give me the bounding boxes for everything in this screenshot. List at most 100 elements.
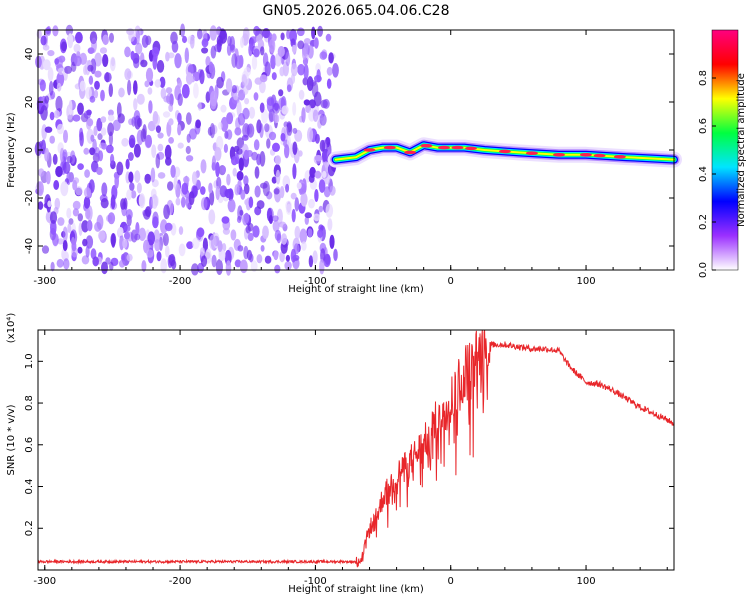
noise-blob — [270, 54, 276, 70]
noise-blob — [249, 38, 255, 52]
noise-blob — [177, 124, 182, 136]
noise-blob — [67, 33, 74, 49]
x-tick-label: 100 — [576, 276, 595, 287]
noise-blob — [308, 174, 315, 183]
spectrogram-x-ticks: -300 -200 -100 0 100 — [33, 30, 668, 287]
noise-blob — [74, 55, 82, 67]
x-tick-label: -300 — [33, 276, 56, 287]
noise-blob — [274, 264, 281, 274]
colorbar-tick-label: 0.0 — [698, 262, 709, 278]
noise-blob — [260, 245, 265, 252]
noise-blob — [231, 85, 238, 94]
noise-blob — [291, 208, 296, 223]
noise-blob — [144, 80, 150, 88]
noise-blob — [201, 38, 209, 48]
noise-blob — [44, 147, 50, 162]
noise-blob — [243, 175, 249, 186]
noise-blob — [225, 78, 233, 93]
noise-blob — [318, 179, 326, 193]
noise-blob — [38, 168, 45, 177]
noise-blob — [200, 159, 207, 174]
y-tick-label: 0.2 — [24, 520, 35, 536]
x-tick-label: 100 — [576, 576, 595, 587]
noise-blob — [233, 92, 239, 101]
noise-blob — [155, 125, 161, 133]
noise-blob — [37, 201, 44, 210]
noise-blob — [45, 170, 51, 185]
noise-blob — [210, 90, 218, 107]
signal-peak — [404, 150, 417, 155]
noise-blob — [284, 144, 290, 159]
noise-blob — [165, 87, 173, 94]
noise-blob — [124, 231, 130, 240]
noise-blob — [280, 240, 288, 254]
noise-blob — [249, 253, 254, 263]
noise-blob — [300, 192, 308, 207]
noise-blob — [294, 225, 301, 240]
noise-blob — [256, 33, 263, 44]
noise-blob — [138, 227, 146, 241]
noise-blob — [77, 213, 84, 222]
noise-blob — [303, 63, 309, 80]
noise-blob — [311, 26, 316, 40]
noise-blob — [83, 147, 90, 155]
colorbar-tick-label: 0.2 — [698, 214, 709, 230]
noise-blob — [133, 143, 141, 158]
noise-blob — [126, 253, 133, 262]
noise-blob — [41, 245, 50, 254]
noise-blob — [220, 116, 229, 132]
noise-blob — [152, 113, 161, 127]
noise-blob — [125, 158, 130, 170]
y-tick-label: 1.0 — [24, 353, 35, 369]
noise-blob — [264, 255, 272, 264]
noise-blob — [215, 259, 223, 275]
noise-blob — [47, 50, 55, 57]
noise-blob — [262, 27, 271, 39]
noise-blob — [55, 166, 63, 178]
noise-blob — [160, 87, 167, 100]
noise-blob — [259, 151, 266, 167]
colorbar-ticks: 0.0 0.2 0.4 0.6 0.8 — [698, 70, 716, 278]
noise-blob — [157, 132, 164, 139]
noise-blob — [52, 153, 58, 165]
noise-blob — [157, 143, 164, 152]
noise-blob — [185, 112, 192, 125]
noise-blob — [49, 111, 55, 121]
noise-blob — [297, 40, 305, 50]
noise-blob — [184, 47, 189, 64]
noise-blob — [109, 56, 116, 72]
noise-blob — [56, 258, 64, 268]
noise-blob — [271, 72, 277, 81]
noise-blob — [66, 207, 72, 219]
noise-blob — [62, 149, 68, 162]
noise-blob — [311, 81, 319, 98]
noise-blob — [324, 253, 331, 265]
noise-blob — [238, 157, 244, 171]
noise-blob — [116, 161, 124, 176]
noise-blob — [304, 212, 312, 219]
noise-blob — [253, 25, 260, 36]
noise-blob — [259, 74, 268, 83]
noise-blob — [87, 47, 94, 54]
noise-blob — [89, 147, 96, 156]
noise-blob — [191, 237, 200, 250]
noise-blob — [215, 135, 224, 151]
noise-blob — [325, 137, 331, 145]
noise-blob — [231, 53, 238, 68]
noise-blob — [208, 182, 213, 194]
noise-blob — [128, 134, 136, 148]
noise-blob — [100, 89, 105, 102]
noise-blob — [163, 204, 171, 220]
noise-blob — [168, 137, 175, 144]
noise-blob — [72, 200, 81, 210]
noise-blob — [96, 117, 103, 132]
y-tick-label: 0.6 — [24, 437, 35, 453]
noise-blob — [319, 259, 325, 275]
noise-blob — [168, 118, 174, 126]
snr-series-line — [37, 329, 675, 568]
noise-blob — [72, 179, 78, 191]
noise-blob — [148, 100, 153, 114]
noise-blob — [52, 233, 59, 247]
noise-blob — [79, 131, 84, 147]
